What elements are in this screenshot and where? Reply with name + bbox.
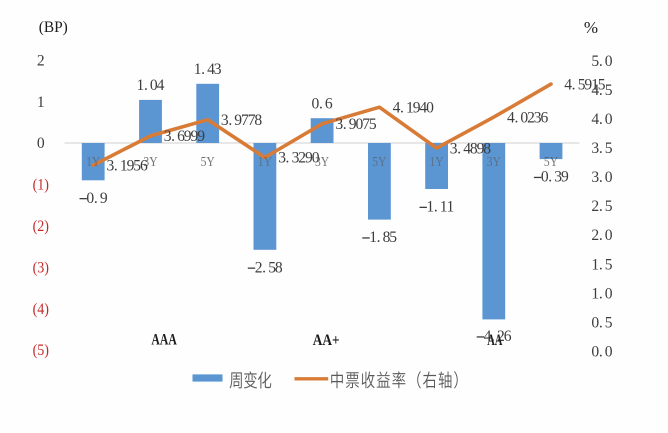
- svg-text:3.9778: 3. 9778: [221, 112, 262, 129]
- svg-text:4.5915: 4. 5915: [564, 76, 606, 93]
- svg-text:1Y: 1Y: [258, 155, 272, 170]
- svg-text:2.5: 2. 5: [591, 198, 612, 215]
- svg-text:2.58: 2. 58: [255, 259, 283, 276]
- svg-text:0: 0: [37, 135, 45, 152]
- svg-text:1: 1: [37, 94, 45, 111]
- svg-text:3.0: 3. 0: [591, 169, 612, 186]
- svg-text:0.9: 0. 9: [86, 190, 108, 207]
- svg-text:4.5: 4. 5: [591, 82, 612, 99]
- svg-text:4.26: 4. 26: [484, 328, 512, 345]
- svg-text:5Y: 5Y: [544, 155, 558, 170]
- svg-text:4.0236: 4. 0236: [507, 109, 549, 126]
- svg-text:1.5: 1. 5: [591, 256, 612, 273]
- svg-text:3Y: 3Y: [315, 155, 329, 170]
- svg-text:3.3290: 3. 3290: [278, 150, 320, 167]
- svg-text:5Y: 5Y: [372, 155, 386, 170]
- svg-text:(3): (3): [33, 259, 49, 276]
- svg-text:(5): (5): [33, 342, 49, 359]
- svg-text:3.9075: 3. 9075: [335, 116, 377, 133]
- svg-text:1.04: 1. 04: [137, 77, 165, 94]
- svg-text:3.1956: 3. 1956: [107, 157, 148, 174]
- svg-text:1.11: 1. 11: [426, 199, 454, 216]
- svg-text:3Y: 3Y: [143, 155, 157, 170]
- svg-text:1.43: 1. 43: [194, 61, 222, 78]
- svg-text:AAA: AAA: [151, 331, 177, 348]
- svg-text:2.0: 2. 0: [591, 227, 612, 244]
- svg-text:3.4898: 3. 4898: [450, 140, 492, 157]
- svg-text:0.39: 0. 39: [541, 169, 569, 186]
- svg-text:4.1940: 4. 1940: [393, 99, 435, 116]
- svg-text:0.6: 0. 6: [312, 95, 333, 112]
- svg-text:5.0: 5. 0: [591, 53, 612, 70]
- svg-text:(1): (1): [33, 177, 49, 194]
- svg-text:%: %: [584, 18, 598, 37]
- svg-text:AA: AA: [487, 332, 503, 349]
- svg-text:(BP): (BP): [39, 19, 68, 36]
- svg-text:1Y: 1Y: [86, 155, 100, 170]
- svg-text:0.5: 0. 5: [591, 314, 612, 331]
- svg-text:3.5: 3. 5: [591, 140, 612, 157]
- svg-text:1Y: 1Y: [430, 155, 444, 170]
- svg-text:1.85: 1. 85: [369, 229, 397, 246]
- svg-text:0.0: 0. 0: [591, 344, 612, 361]
- svg-text:5Y: 5Y: [201, 155, 215, 170]
- svg-text:4.0: 4. 0: [591, 111, 612, 128]
- svg-text:(2): (2): [33, 218, 49, 235]
- svg-text:3.6999: 3. 6999: [164, 128, 206, 145]
- svg-text:AA+: AA+: [313, 332, 340, 349]
- svg-text:(4): (4): [33, 301, 49, 318]
- svg-text:3Y: 3Y: [487, 155, 501, 170]
- svg-text:1.0: 1. 0: [591, 285, 612, 302]
- svg-text:2: 2: [37, 52, 45, 69]
